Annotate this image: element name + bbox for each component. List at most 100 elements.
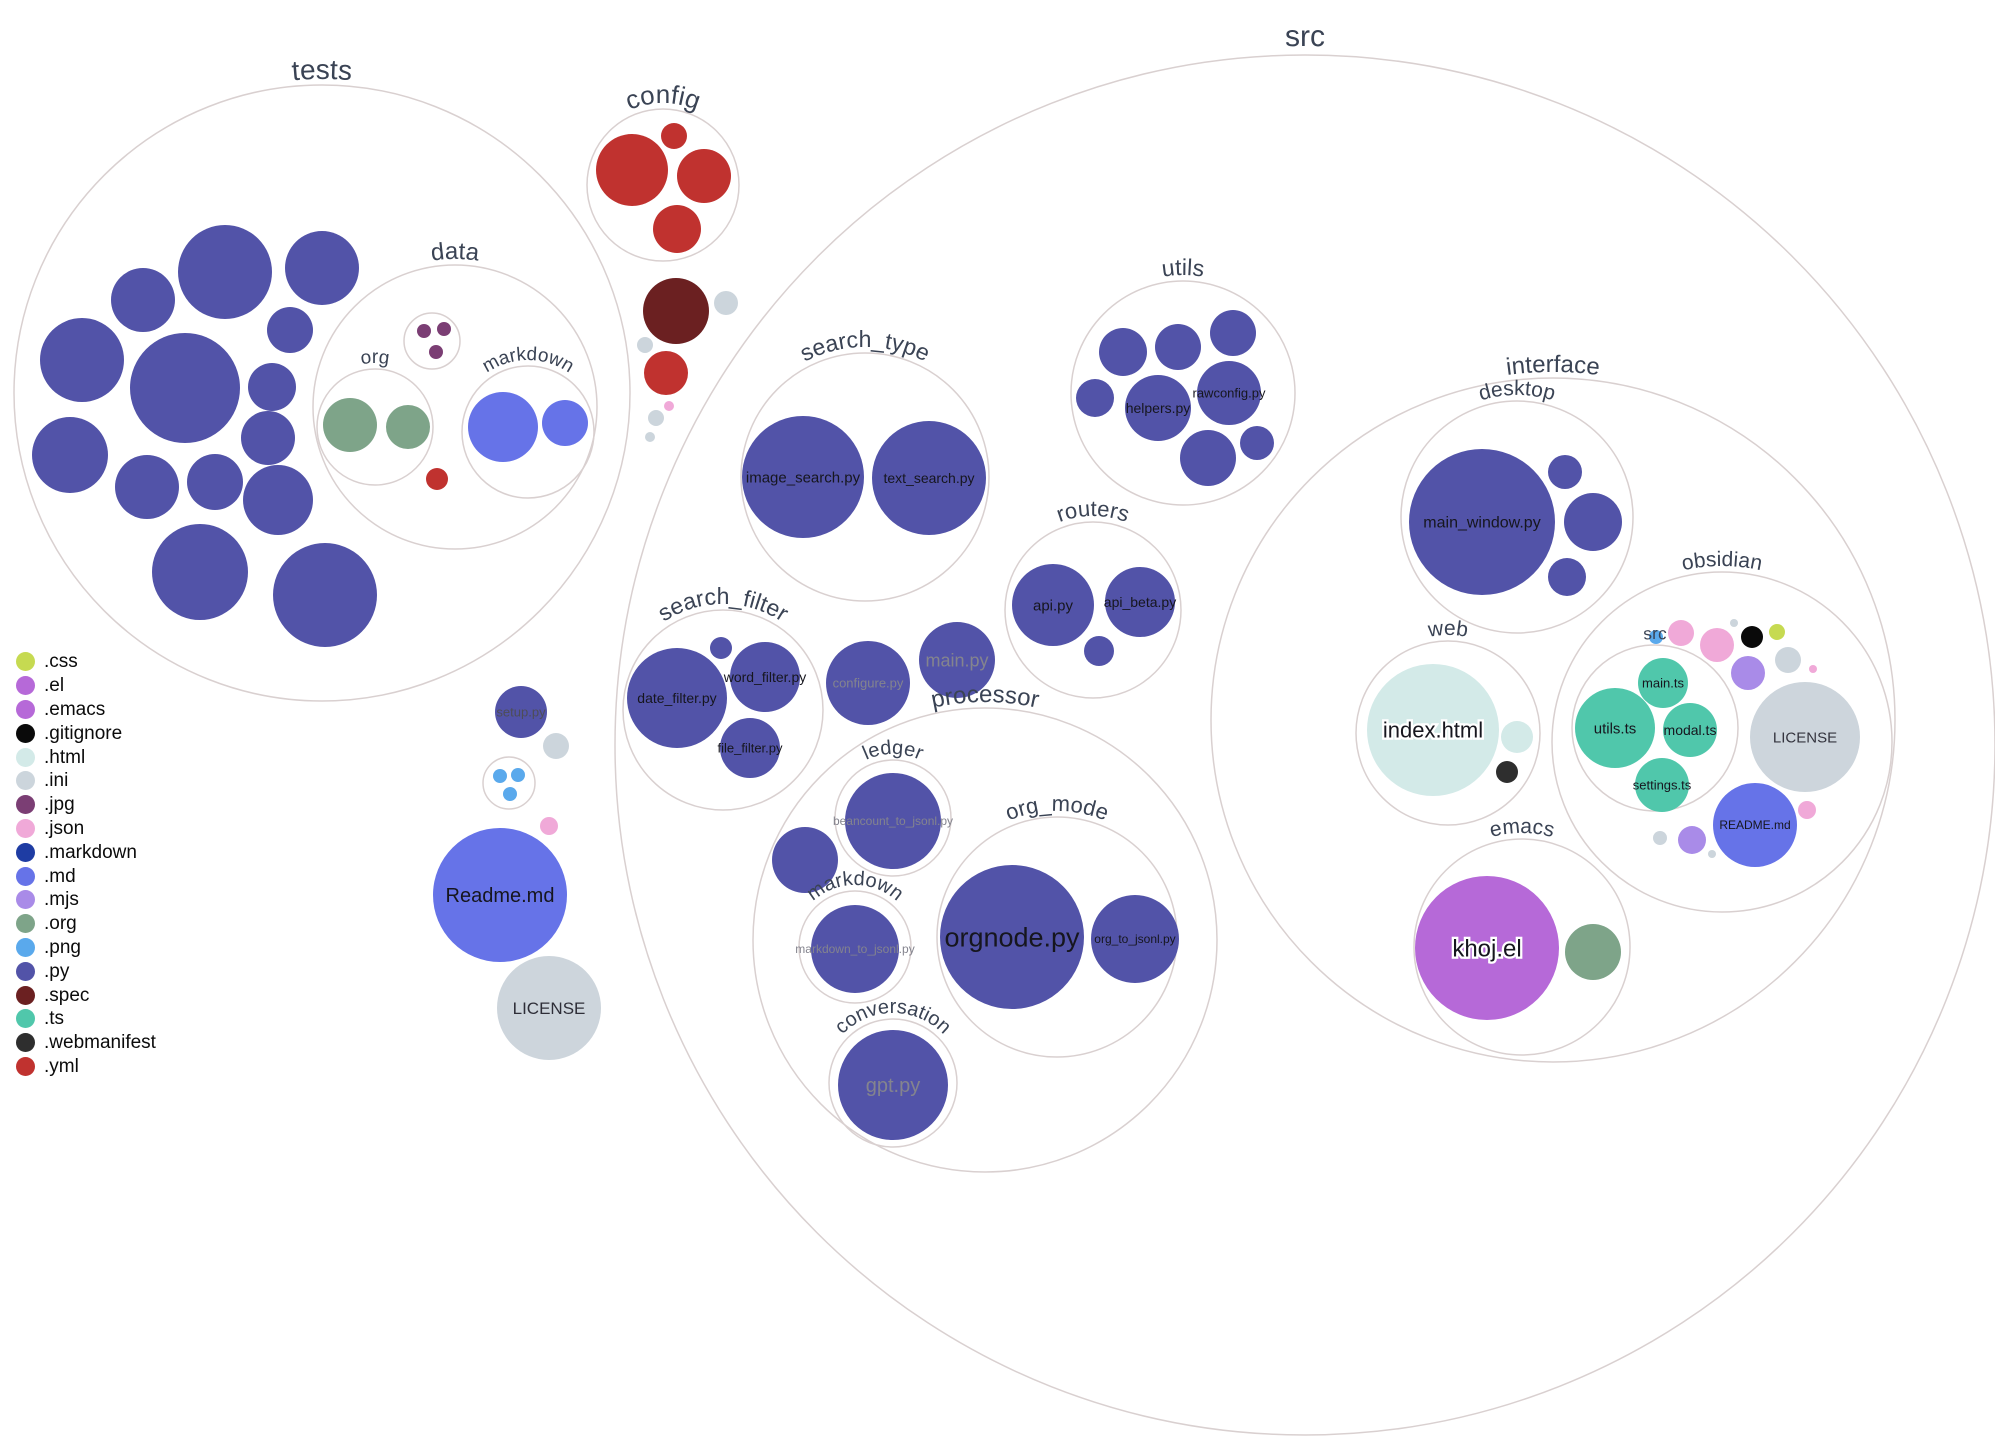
file-yml[interactable] bbox=[677, 149, 731, 203]
file-png[interactable] bbox=[1649, 630, 1663, 644]
folder-search_filter[interactable] bbox=[622, 609, 824, 811]
file-json[interactable] bbox=[1809, 665, 1817, 673]
file-py[interactable] bbox=[1076, 379, 1114, 417]
file-configure.py[interactable] bbox=[826, 641, 910, 725]
folder-routers[interactable] bbox=[1004, 521, 1182, 699]
file-file_filter.py[interactable] bbox=[720, 718, 780, 778]
file-yml[interactable] bbox=[426, 468, 448, 490]
file-date_filter.py[interactable] bbox=[627, 648, 727, 748]
file-py[interactable] bbox=[130, 333, 240, 443]
folder-ledger[interactable] bbox=[834, 759, 952, 877]
file-py[interactable] bbox=[710, 637, 732, 659]
folder-interface[interactable] bbox=[1210, 377, 1896, 1063]
file-mjs[interactable] bbox=[1731, 656, 1765, 690]
file-Readme.md[interactable] bbox=[433, 828, 567, 962]
folder-data[interactable] bbox=[312, 264, 598, 550]
file-ini[interactable] bbox=[1653, 831, 1667, 845]
folder-markdown[interactable] bbox=[461, 365, 595, 499]
file-json[interactable] bbox=[1798, 801, 1816, 819]
file-utils.ts[interactable] bbox=[1575, 688, 1655, 768]
file-py[interactable] bbox=[1548, 558, 1586, 596]
file-ini[interactable] bbox=[1708, 850, 1716, 858]
file-py[interactable] bbox=[241, 411, 295, 465]
folder-src[interactable] bbox=[614, 54, 1995, 1436]
file-py[interactable] bbox=[772, 827, 838, 893]
file-ini[interactable] bbox=[714, 291, 738, 315]
file-ini[interactable] bbox=[1775, 647, 1801, 673]
file-json[interactable] bbox=[1700, 628, 1734, 662]
folder-data-images[interactable] bbox=[403, 312, 461, 370]
file-py[interactable] bbox=[273, 543, 377, 647]
file-ini[interactable] bbox=[543, 733, 569, 759]
folder-processor[interactable] bbox=[752, 707, 1218, 1173]
file-yml[interactable] bbox=[596, 134, 668, 206]
file-gitignore[interactable] bbox=[1741, 626, 1763, 648]
file-mjs[interactable] bbox=[1678, 826, 1706, 854]
file-text_search.py[interactable] bbox=[872, 421, 986, 535]
file-ini[interactable] bbox=[648, 410, 664, 426]
folder-markdown[interactable] bbox=[798, 890, 912, 1004]
file-md[interactable] bbox=[542, 400, 588, 446]
folder-org[interactable] bbox=[316, 368, 434, 486]
file-org[interactable] bbox=[1565, 924, 1621, 980]
file-main.py[interactable] bbox=[919, 622, 995, 698]
file-py[interactable] bbox=[1180, 430, 1236, 486]
folder-obsidian[interactable] bbox=[1551, 571, 1893, 913]
file-api_beta.py[interactable] bbox=[1105, 567, 1175, 637]
file-py[interactable] bbox=[1099, 328, 1147, 376]
file-json[interactable] bbox=[664, 401, 674, 411]
file-py[interactable] bbox=[1155, 324, 1201, 370]
folder-root-images[interactable] bbox=[482, 756, 536, 810]
file-khoj.el[interactable] bbox=[1415, 876, 1559, 1020]
file-orgnode.py[interactable] bbox=[940, 865, 1084, 1009]
file-py[interactable] bbox=[115, 455, 179, 519]
file-png[interactable] bbox=[511, 768, 525, 782]
file-py[interactable] bbox=[243, 465, 313, 535]
file-beancount_to_jsonl.py[interactable] bbox=[845, 773, 941, 869]
file-README.md[interactable] bbox=[1713, 783, 1797, 867]
file-py[interactable] bbox=[1210, 310, 1256, 356]
file-index.html[interactable] bbox=[1367, 664, 1499, 796]
file-py[interactable] bbox=[40, 318, 124, 402]
file-markdown_to_jsonl.py[interactable] bbox=[811, 905, 899, 993]
file-jpg[interactable] bbox=[437, 322, 451, 336]
file-py[interactable] bbox=[1240, 426, 1274, 460]
file-main.ts[interactable] bbox=[1638, 658, 1688, 708]
file-py[interactable] bbox=[187, 454, 243, 510]
file-helpers.py[interactable] bbox=[1125, 375, 1191, 441]
file-jpg[interactable] bbox=[417, 324, 431, 338]
folder-search_type[interactable] bbox=[740, 352, 990, 602]
file-yml[interactable] bbox=[653, 205, 701, 253]
file-py[interactable] bbox=[1548, 455, 1582, 489]
file-png[interactable] bbox=[503, 787, 517, 801]
file-json[interactable] bbox=[540, 817, 558, 835]
folder-utils[interactable] bbox=[1070, 280, 1296, 506]
file-spec[interactable] bbox=[643, 278, 709, 344]
file-modal.ts[interactable] bbox=[1663, 703, 1717, 757]
folder-conversation[interactable] bbox=[828, 1018, 958, 1148]
file-LICENSE[interactable] bbox=[497, 956, 601, 1060]
file-py[interactable] bbox=[152, 524, 248, 620]
file-jpg[interactable] bbox=[429, 345, 443, 359]
folder-emacs[interactable] bbox=[1413, 838, 1631, 1056]
file-LICENSE[interactable] bbox=[1750, 682, 1860, 792]
file-org[interactable] bbox=[386, 405, 430, 449]
file-org_to_jsonl.py[interactable] bbox=[1091, 895, 1179, 983]
file-py[interactable] bbox=[178, 225, 272, 319]
file-gpt.py[interactable] bbox=[838, 1030, 948, 1140]
file-yml[interactable] bbox=[661, 123, 687, 149]
file-org[interactable] bbox=[323, 398, 377, 452]
file-py[interactable] bbox=[267, 307, 313, 353]
file-settings.ts[interactable] bbox=[1635, 758, 1689, 812]
file-json[interactable] bbox=[1668, 620, 1694, 646]
folder-web[interactable] bbox=[1355, 640, 1541, 826]
file-html[interactable] bbox=[1501, 721, 1533, 753]
file-ini[interactable] bbox=[645, 432, 655, 442]
folder-config[interactable] bbox=[586, 108, 740, 262]
file-md[interactable] bbox=[468, 392, 538, 462]
file-word_filter.py[interactable] bbox=[730, 642, 800, 712]
file-image_search.py[interactable] bbox=[742, 416, 864, 538]
file-css[interactable] bbox=[1769, 624, 1785, 640]
file-rawconfig.py[interactable] bbox=[1197, 361, 1261, 425]
file-webmanifest[interactable] bbox=[1496, 761, 1518, 783]
